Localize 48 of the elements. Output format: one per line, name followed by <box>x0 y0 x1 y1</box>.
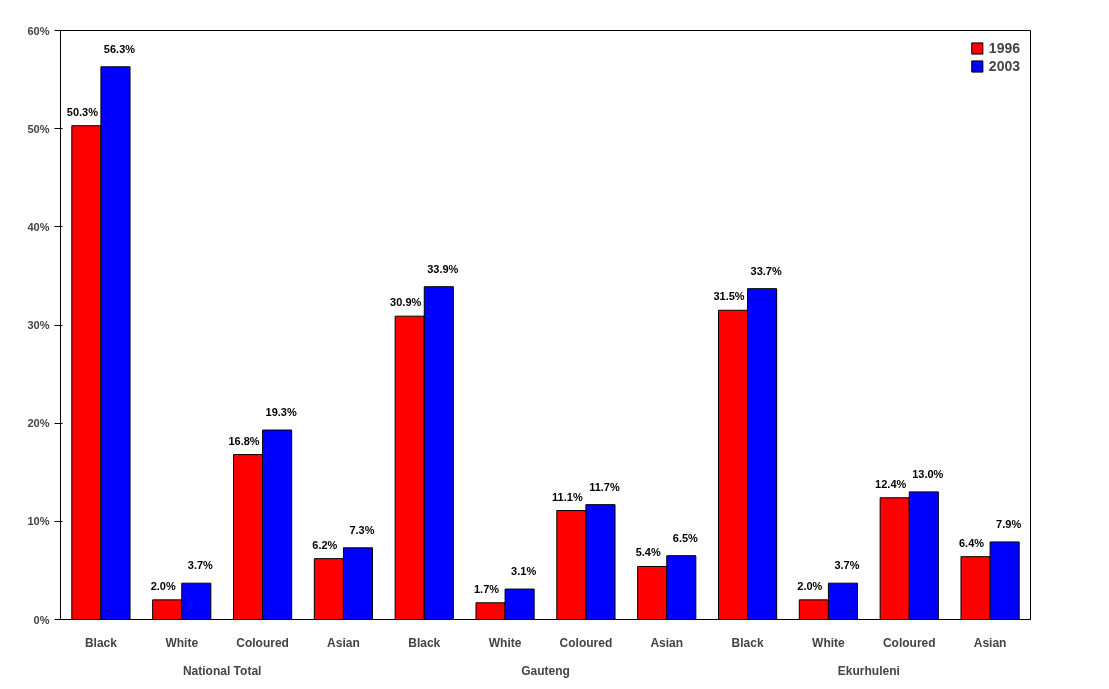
y-tick-label: 50% <box>27 122 50 135</box>
x-tick-label: Coloured <box>236 635 289 650</box>
text: National Total <box>182 663 262 678</box>
data-label: 56.3% <box>103 42 136 55</box>
data-label: 13.0% <box>912 467 944 480</box>
data-label: 5.4% <box>635 546 661 559</box>
y-tick-label: 30% <box>27 319 50 331</box>
legend-label: 2003 <box>988 58 1020 74</box>
data-label: 7.3% <box>349 523 375 536</box>
x-tick-label: Asian <box>650 635 684 650</box>
x-tick-label: Black <box>408 635 441 650</box>
x-tick-label: White <box>812 635 846 650</box>
x-tick-label: Asian <box>327 635 360 650</box>
data-label: 33.7% <box>750 264 782 277</box>
data-label: 1.7% <box>474 582 500 595</box>
data-label: 7.9% <box>996 517 1022 530</box>
data-label: 16.8% <box>228 434 260 447</box>
x-tick-label: White <box>165 635 199 650</box>
x-tick-label: Coloured <box>882 635 936 650</box>
x-tick-label: Asian <box>973 635 1007 650</box>
data-label: 19.3% <box>265 406 297 419</box>
y-tick-label: 20% <box>27 417 50 430</box>
data-label: 30.9% <box>390 296 422 309</box>
data-label: 3.1% <box>511 565 537 578</box>
data-label: 11.1% <box>552 490 583 503</box>
y-tick-label: 40% <box>27 220 50 233</box>
data-label: 2.0% <box>797 579 823 592</box>
data-label: 12.4% <box>875 477 907 490</box>
x-tick-label: White <box>488 635 522 650</box>
data-label: 3.7% <box>834 559 860 572</box>
data-label: 50.3% <box>66 105 99 118</box>
data-label: 6.4% <box>959 536 985 549</box>
data-label: 2.0% <box>150 579 176 592</box>
data-label: 31.5% <box>713 290 745 303</box>
x-tick-label: Black <box>731 635 764 650</box>
data-label: 3.7% <box>187 559 214 572</box>
x-tick-label: Black <box>84 635 118 650</box>
data-label: 11.7% <box>589 480 620 493</box>
data-label: 33.9% <box>427 262 459 275</box>
legend-label: 1996 <box>988 40 1020 56</box>
x-tick-label: Coloured <box>559 635 613 650</box>
y-tick-label: 0% <box>33 613 50 626</box>
text: Ekurhuleni <box>837 663 900 678</box>
text: Gauteng <box>521 663 570 678</box>
data-label: 6.5% <box>672 531 699 544</box>
y-tick-label: 10% <box>27 515 50 528</box>
y-tick-label: 60% <box>27 24 50 37</box>
data-label: 6.2% <box>312 538 338 551</box>
